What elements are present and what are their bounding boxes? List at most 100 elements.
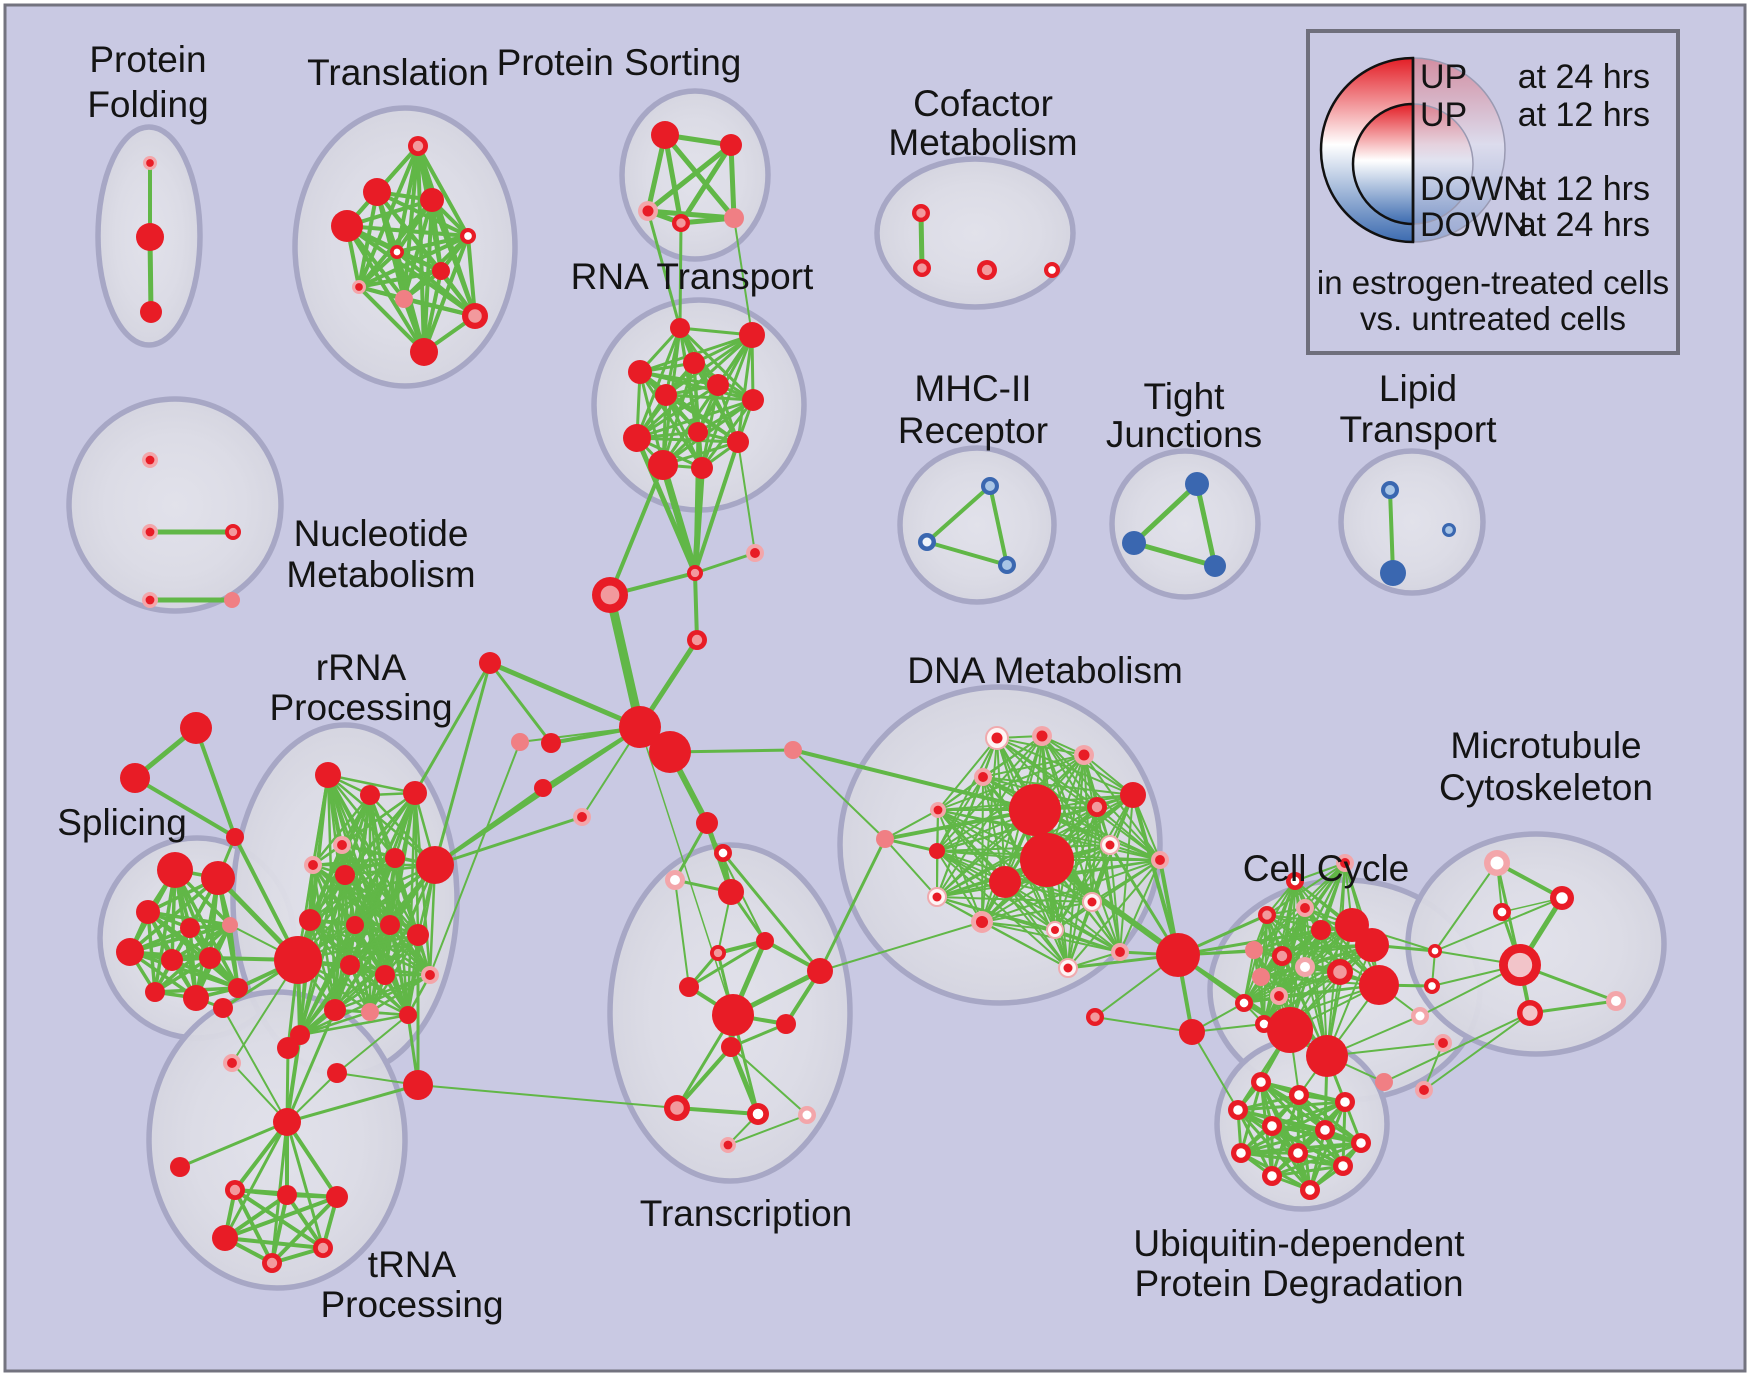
edge-tx1-tx6 [674, 879, 690, 988]
edge-tx9-tx11 [728, 1044, 761, 1117]
cluster-label-lipid-transport-line1: Lipid [1379, 368, 1457, 409]
node-rt8 [623, 424, 651, 452]
node-tn2 [170, 1157, 190, 1177]
node-ub8 [1231, 1143, 1251, 1163]
edge-r27-r19 [336, 1014, 409, 1074]
node-sp5 [201, 861, 235, 895]
node-tn3 [225, 1180, 245, 1200]
node-dm11 [1020, 833, 1074, 887]
edge-tr4-tr11 [345, 224, 426, 354]
legend-direction-4: DOWN [1420, 206, 1528, 244]
edge-dm17-dm18 [1091, 859, 1161, 903]
legend-time-4: at 24 hrs [1518, 206, 1650, 244]
edge-dm3-dm4 [982, 754, 1085, 778]
edge-jn11-r16 [429, 741, 521, 976]
node-jn3 [592, 577, 628, 613]
cluster-label-tight-junctions-line1: Tight [1144, 376, 1226, 417]
edge-r19-r20 [298, 1013, 410, 1037]
node-mb9 [1411, 1007, 1429, 1025]
node-ub11 [1262, 1166, 1282, 1186]
node-rt2 [739, 322, 765, 348]
node-tn1 [273, 1108, 301, 1136]
node-sp8 [222, 917, 238, 933]
node-mb10 [1434, 1034, 1452, 1052]
edge-sp8-sp14 [228, 923, 240, 990]
node-tr7 [432, 262, 450, 280]
node-dm8 [876, 830, 894, 848]
edge-r12-r14 [348, 933, 420, 967]
node-nm2 [142, 524, 158, 540]
node-r14 [340, 955, 360, 975]
cluster-label-rrna-processing-line2: Processing [269, 687, 452, 728]
edge-dm9-dm15 [936, 850, 983, 923]
edge-cc0b-cc1 [1266, 862, 1346, 916]
edge-jn3-rt11 [608, 463, 665, 597]
node-nm1 [142, 452, 158, 468]
edge-tr7-tr8 [357, 269, 443, 289]
node-jn5 [541, 733, 561, 753]
cluster-label-protein-folding-line1: Protein [89, 39, 206, 80]
node-dm19 [1111, 943, 1129, 961]
edge-tr6-tr10 [395, 250, 477, 318]
cluster-label-protein-folding-line2: Folding [87, 84, 208, 125]
edge-mh1-mh2 [925, 484, 992, 544]
node-dm6 [1087, 797, 1107, 817]
node-mh3 [998, 556, 1016, 574]
edge-ub3-ub10 [1341, 1100, 1347, 1168]
node-sp13 [183, 985, 209, 1011]
cluster-translation [292, 105, 518, 389]
node-rt1 [670, 318, 690, 338]
edge-ps3-rt1 [646, 209, 682, 330]
node-cc15 [1267, 1007, 1313, 1053]
node-r23 [403, 1070, 433, 1100]
node-mb8 [1424, 978, 1440, 994]
edge-dm16-dm19 [1054, 929, 1121, 953]
edge-rt5-rt8 [635, 383, 720, 440]
cluster-label-splicing-line1: Splicing [57, 802, 187, 843]
cluster-label-nucleotide-metabolism-line2: Metabolism [286, 554, 475, 595]
node-mh1 [981, 477, 999, 495]
edge-ps3-ps5 [645, 208, 737, 221]
edge-r1-r3 [326, 773, 417, 795]
legend-time-2: at 12 hrs [1518, 96, 1650, 134]
edge-ps1-ps5 [662, 132, 737, 221]
edge-rt1-rt7 [678, 326, 755, 402]
edge-r7-r9 [308, 856, 397, 922]
edge-ps2-ps5 [728, 142, 737, 221]
edge-tx5-dm8 [818, 837, 887, 973]
node-tr3 [420, 188, 444, 212]
edge-layer [128, 132, 1618, 1265]
edge-rt2-rt12 [700, 333, 754, 470]
node-r11 [380, 915, 400, 935]
edge-r2-r5 [311, 793, 372, 867]
legend-footer-line2: vs. untreated cells [1360, 300, 1626, 337]
edge-r24-tn1 [222, 1007, 288, 1123]
edge-rt10-jn1 [693, 440, 740, 575]
node-sp11 [199, 947, 221, 969]
node-tx7 [712, 994, 754, 1036]
legend-direction-3: DOWN [1420, 170, 1528, 208]
edge-cc0b-cc16 [1326, 862, 1346, 1057]
edge-tj2-tj3 [1131, 540, 1218, 569]
edge-tj1-tj3 [1194, 481, 1218, 569]
node-tx11 [747, 1103, 769, 1125]
node-ps1 [651, 121, 679, 149]
edge-cc2-cc14 [1263, 907, 1306, 1025]
node-cc8 [1327, 959, 1353, 985]
node-mb6 [1606, 991, 1626, 1011]
edge-ub10-ub11 [1270, 1164, 1345, 1178]
node-tr2 [363, 178, 391, 206]
edge-rt11-jn1 [659, 461, 699, 577]
edge-r18-r20 [298, 1010, 372, 1037]
node-dm4 [974, 768, 992, 786]
node-lp3 [1442, 523, 1456, 537]
node-nm5 [224, 592, 240, 608]
node-r9 [299, 909, 321, 931]
node-cf3 [977, 260, 997, 280]
edge-r16-r18 [368, 973, 432, 1014]
node-mb4 [1499, 944, 1541, 986]
node-dm14 [927, 887, 947, 907]
node-sp14 [228, 978, 248, 998]
node-cc22 [1415, 1081, 1433, 1099]
